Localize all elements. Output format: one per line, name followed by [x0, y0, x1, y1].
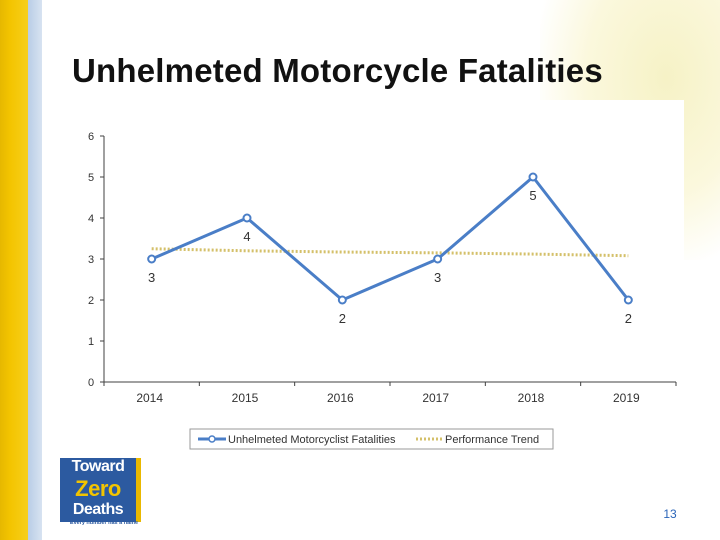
page-number: 13 [663, 507, 677, 521]
fatalities-series-line [151, 175, 630, 302]
x-tick-label: 2016 [327, 391, 354, 405]
legend-label-trend: Performance Trend [445, 434, 539, 446]
x-tick-label: 2014 [136, 391, 163, 405]
fatalities-data-label: 3 [148, 270, 155, 285]
fatalities-data-point [337, 295, 347, 305]
fatalities-data-point [528, 172, 538, 182]
legend-label-fatalities: Unhelmeted Motorcyclist Fatalities [228, 434, 396, 446]
x-tick-label: 2017 [422, 391, 449, 405]
x-tick-label: 2019 [613, 391, 640, 405]
left-blue-band [28, 0, 42, 540]
logo-text-toward: Toward [71, 458, 125, 475]
logo-box [60, 458, 141, 522]
fatalities-data-point [623, 295, 633, 305]
x-tick-label: 2018 [518, 391, 545, 405]
y-tick-label: 2 [88, 295, 94, 307]
fatalities-data-point [242, 213, 252, 223]
left-decorative-stripe [0, 0, 42, 540]
y-tick-label: 4 [88, 213, 94, 225]
logo-tagline: Every number has a name [69, 520, 139, 526]
toward-zero-deaths-logo: Toward Zero Deaths Every number has a na… [52, 456, 148, 530]
y-tick-label: 5 [88, 172, 94, 184]
logo-text-zero: Zero [75, 476, 121, 501]
y-tick-label: 3 [88, 254, 94, 266]
fatalities-data-label: 3 [434, 270, 441, 285]
y-tick-label: 6 [88, 131, 94, 143]
logo-text-deaths: Deaths [72, 501, 124, 518]
x-tick-label: 2015 [232, 391, 259, 405]
y-tick-label: 0 [88, 377, 94, 389]
fatalities-data-label: 2 [625, 311, 632, 326]
fatalities-data-point [433, 254, 443, 264]
performance-trend-line [151, 247, 629, 258]
fatalities-data-label: 2 [339, 311, 346, 326]
fatalities-data-label: 5 [529, 188, 536, 203]
y-tick-label: 1 [88, 336, 94, 348]
chart-background [56, 100, 684, 454]
fatalities-data-point [147, 254, 157, 264]
legend-marker-fatalities [208, 435, 216, 443]
legend-box [189, 428, 554, 450]
fatalities-data-label: 4 [243, 229, 250, 244]
slide-title: Unhelmeted Motorcycle Fatalities [72, 52, 603, 89]
